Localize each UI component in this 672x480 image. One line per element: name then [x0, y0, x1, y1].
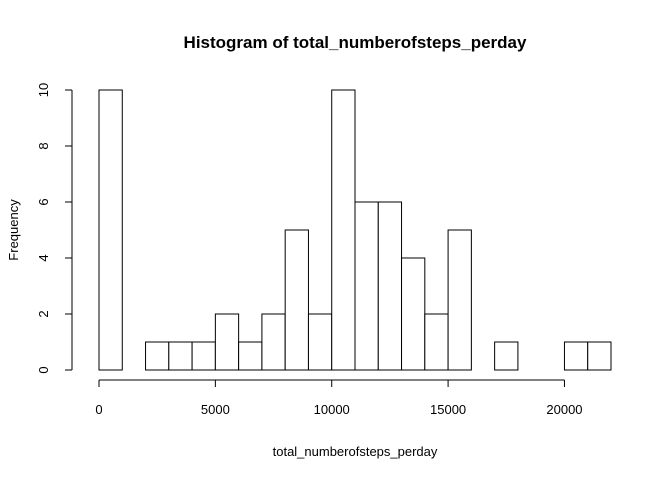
histogram-bar-10 [331, 89, 356, 371]
histogram-bar-5 [214, 313, 240, 371]
y-tick-label: 0 [36, 366, 51, 373]
histogram-bar-12 [377, 201, 403, 371]
histogram-bar-21 [587, 341, 612, 371]
bars-group [98, 89, 612, 371]
x-tick-label: 20000 [546, 402, 582, 417]
histogram-bar-14 [424, 313, 449, 371]
y-tick-label: 6 [36, 198, 51, 205]
histogram-bar-7 [261, 313, 286, 371]
histogram-bar-20 [563, 341, 589, 371]
y-tick-label: 2 [36, 310, 51, 317]
x-tick-label: 5000 [201, 402, 230, 417]
histogram-bar-9 [307, 313, 333, 371]
x-tick-label: 15000 [430, 402, 466, 417]
x-axis-label: total_numberofsteps_perday [273, 444, 438, 459]
y-axis: 0 2 4 6 8 10 [36, 83, 73, 374]
y-axis-label: Frequency [6, 199, 21, 261]
y-tick-label: 4 [36, 254, 51, 261]
histogram-bar-6 [238, 341, 263, 371]
histogram-bar-2 [145, 341, 170, 371]
x-tick-label: 10000 [314, 402, 350, 417]
histogram-bar-8 [284, 229, 309, 371]
y-tick-label: 10 [36, 83, 51, 97]
histogram-bar-13 [401, 257, 426, 371]
histogram-bar-17 [494, 341, 519, 371]
histogram-bar-15 [447, 229, 472, 371]
histogram-bar-11 [354, 201, 379, 371]
histogram-bar-0 [98, 89, 123, 371]
y-tick-label: 8 [36, 142, 51, 149]
x-axis: 0 5000 10000 15000 20000 [95, 379, 583, 417]
histogram-bar-3 [168, 341, 193, 371]
x-tick-label: 0 [95, 402, 102, 417]
histogram-bar-4 [191, 341, 216, 371]
chart-title: Histogram of total_numberofsteps_perday [184, 33, 527, 52]
